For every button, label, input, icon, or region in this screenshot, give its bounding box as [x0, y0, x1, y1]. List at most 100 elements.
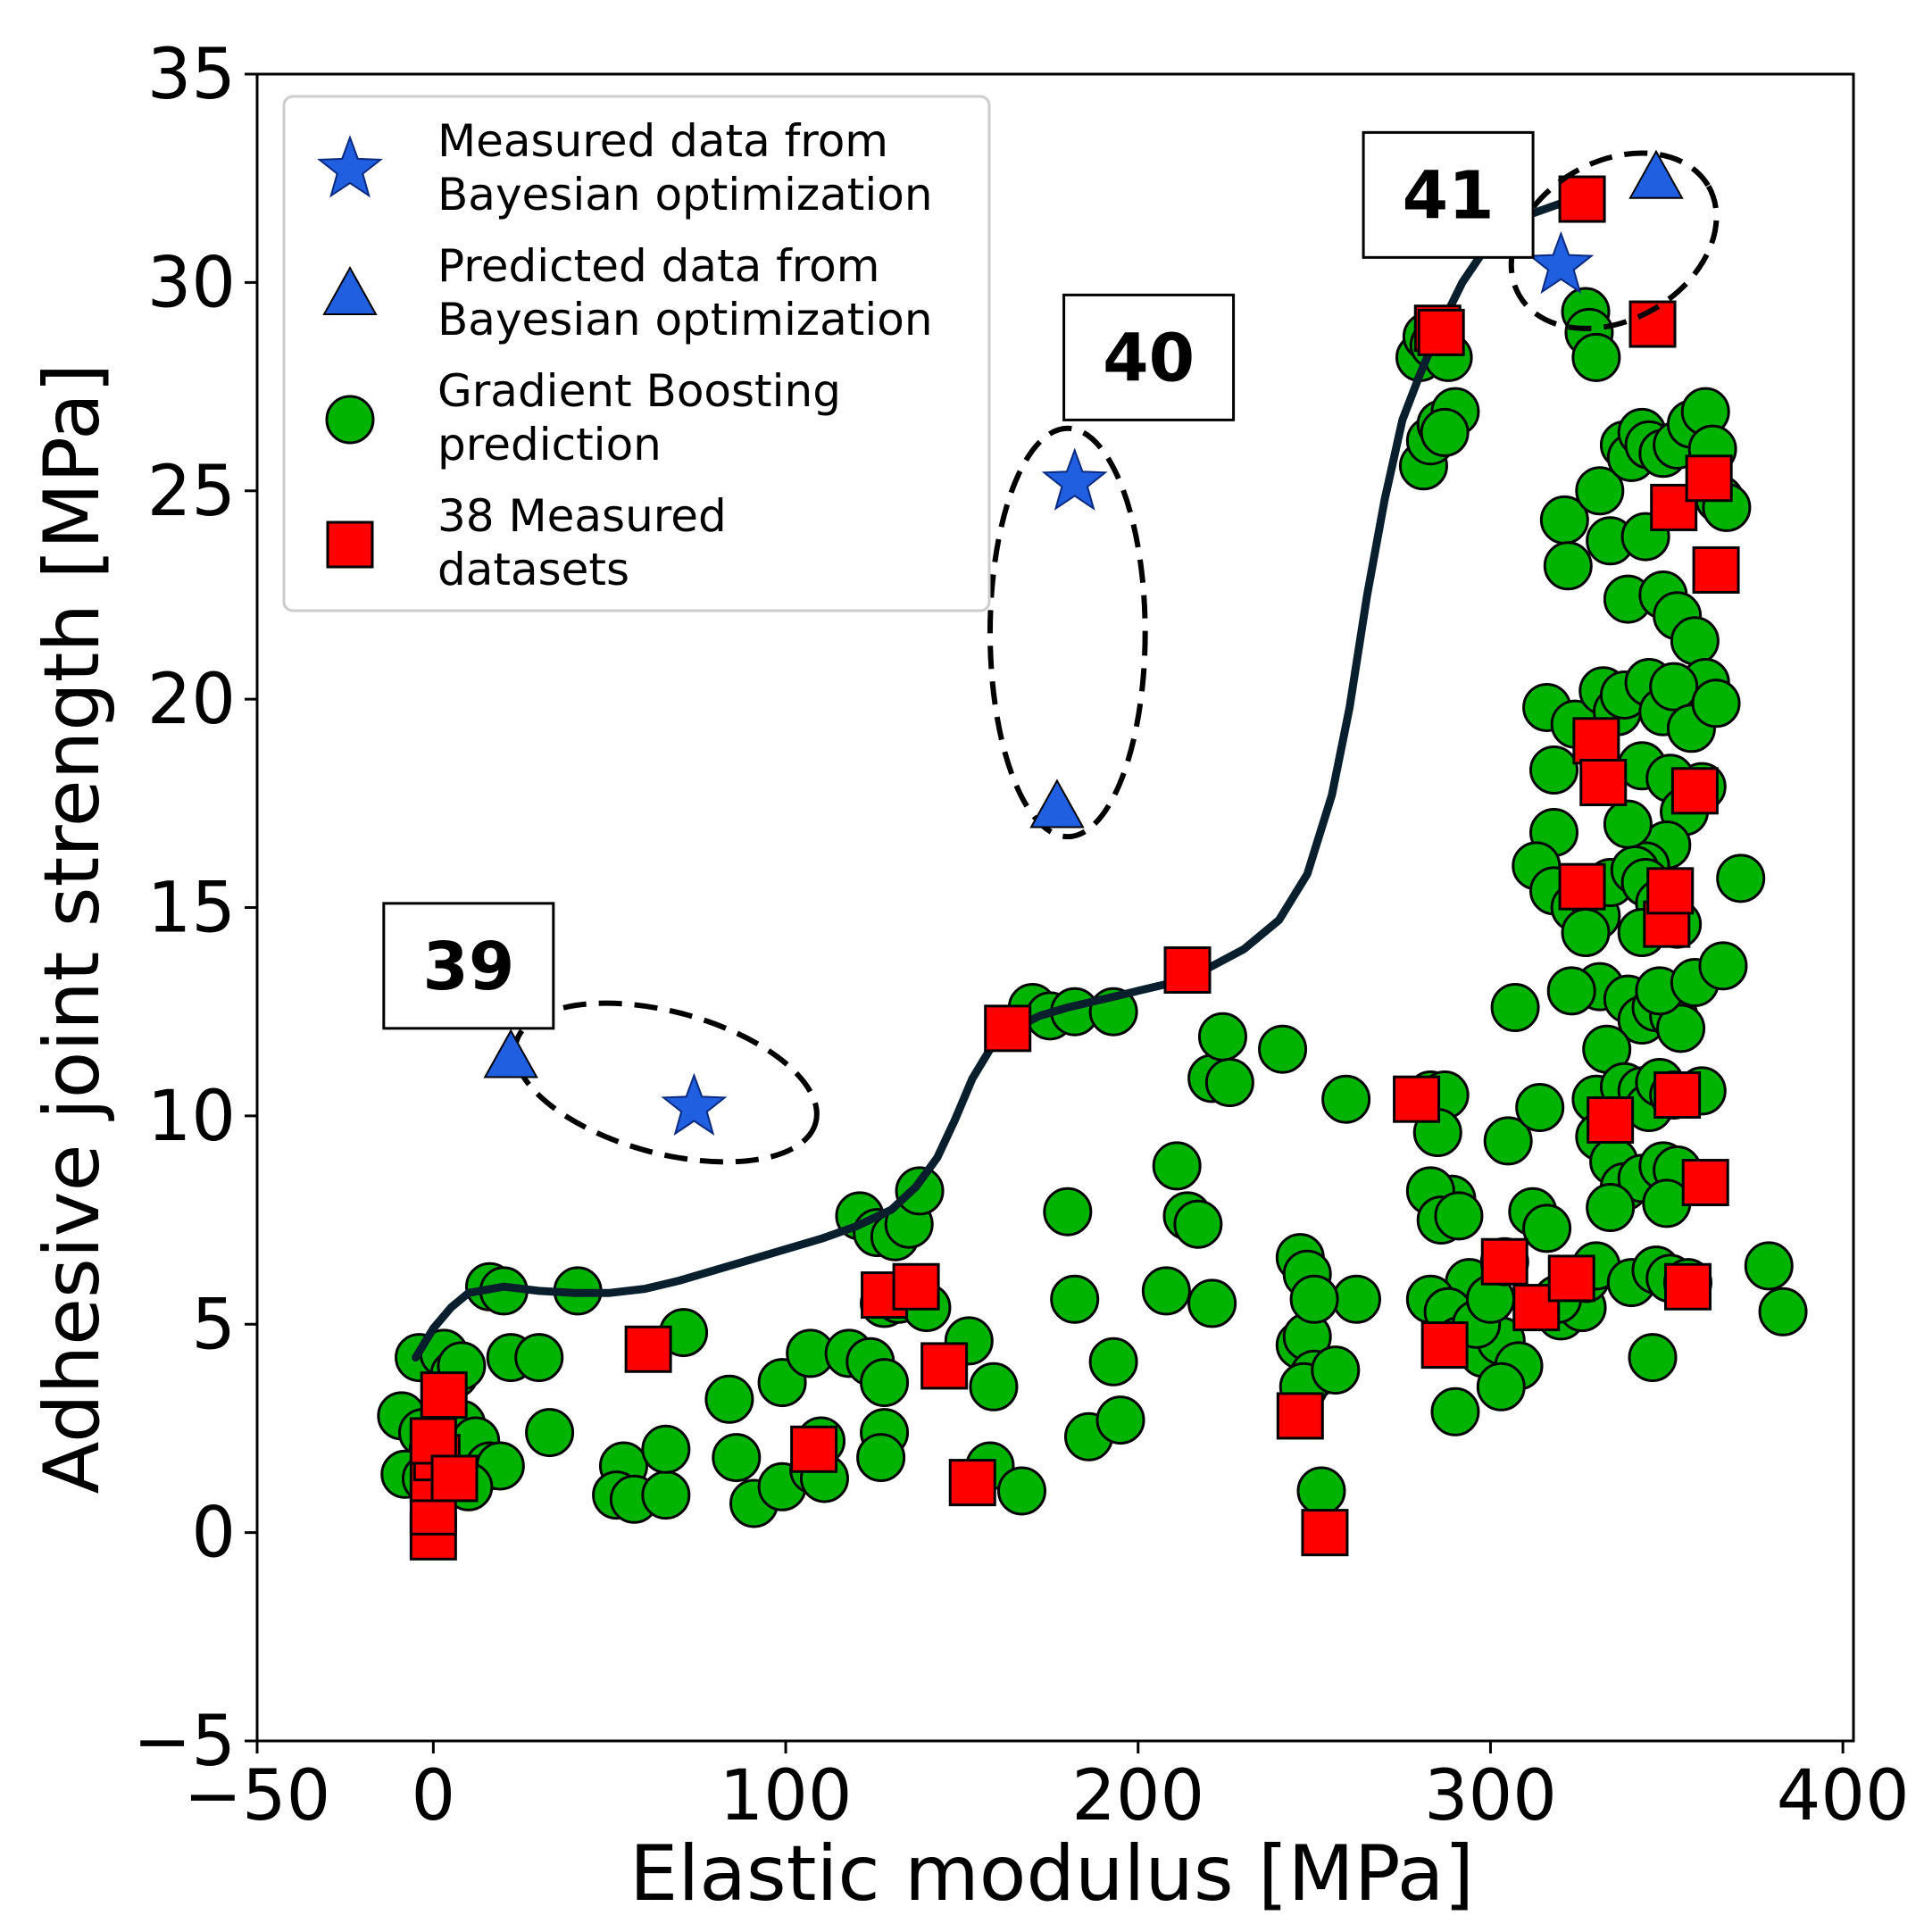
bo-measured-point — [1528, 230, 1595, 295]
iteration-annotation: 39 — [382, 902, 555, 1030]
measured-dataset-point — [1572, 717, 1620, 765]
gb-prediction-point — [860, 1358, 910, 1408]
gb-prediction-point — [525, 1408, 575, 1458]
bo-predicted-point — [483, 1028, 538, 1078]
measured-dataset-point — [984, 1004, 1032, 1053]
bo-predicted-point — [1029, 779, 1085, 829]
annotation-box — [1362, 130, 1535, 259]
measured-dataset-point — [1587, 1096, 1635, 1145]
measured-dataset-point — [1480, 1237, 1528, 1286]
measured-dataset-point — [948, 1459, 996, 1507]
gb-prediction-point — [1698, 941, 1748, 991]
measured-dataset-point — [920, 1342, 969, 1390]
x-tick-label: 300 — [1424, 1756, 1557, 1836]
gb-prediction-point — [1311, 1345, 1361, 1395]
gb-prediction-point — [1628, 1333, 1678, 1383]
measured-dataset-point — [1681, 1159, 1729, 1207]
y-tick-label: 10 — [147, 1077, 236, 1157]
y-tick-label: 30 — [147, 243, 236, 323]
measured-dataset-point — [1163, 946, 1212, 995]
gb-prediction-point — [1088, 1337, 1138, 1387]
bo-predicted-point — [1628, 149, 1684, 199]
gb-prediction-point — [1152, 1141, 1202, 1191]
measured-dataset-point — [892, 1262, 940, 1311]
gb-prediction-point — [641, 1424, 691, 1474]
legend-frame — [282, 95, 991, 612]
y-tick-label: 15 — [147, 869, 236, 949]
gb-prediction-point — [1586, 1183, 1636, 1233]
gb-prediction-point — [1561, 908, 1611, 958]
gb-prediction-point — [704, 1374, 754, 1424]
annotation-box — [1062, 293, 1236, 421]
gb-prediction-point — [1420, 407, 1470, 457]
measured-dataset-point — [420, 1371, 468, 1420]
gb-prediction-point — [641, 1470, 691, 1520]
gb-prediction-point — [1095, 1395, 1145, 1445]
gb-prediction-point — [712, 1433, 762, 1483]
annotation-label: 39 — [422, 929, 514, 1005]
gb-prediction-point — [997, 1466, 1047, 1516]
measured-dataset-point — [1579, 758, 1628, 806]
legend-label-line1: Measured data from — [437, 115, 888, 167]
legend-label-line2: Bayesian optimization — [437, 169, 933, 221]
legend-label-line1: Predicted data from — [437, 240, 879, 292]
annotation-label: 41 — [1403, 157, 1495, 234]
gb-prediction-point — [514, 1333, 564, 1383]
bo-measured-point — [661, 1072, 728, 1137]
y-tick-label: 0 — [191, 1494, 236, 1574]
legend-label-line2: datasets — [437, 544, 629, 595]
gb-prediction-point — [895, 1166, 945, 1216]
legend-marker — [325, 395, 375, 445]
gb-prediction-point — [1515, 1083, 1565, 1133]
measured-dataset-point — [1558, 175, 1606, 223]
gb-prediction-point — [1187, 1278, 1237, 1328]
gb-prediction-point — [1043, 1187, 1093, 1237]
measured-dataset-point — [1547, 1254, 1595, 1303]
y-axis-label: Adhesive joint strength [MPa] — [28, 363, 117, 1495]
measured-dataset-point — [1670, 767, 1719, 815]
gb-prediction-point — [1289, 1274, 1339, 1324]
x-tick-label: 200 — [1071, 1756, 1204, 1836]
x-tick-label: −50 — [184, 1756, 331, 1836]
x-tick-label: 0 — [412, 1756, 456, 1836]
measured-dataset-point — [1646, 867, 1695, 915]
measured-dataset-point — [1420, 1321, 1469, 1370]
legend-label-line1: 38 Measured — [437, 490, 727, 542]
measured-dataset-point — [1393, 1075, 1441, 1123]
x-tick-label: 100 — [720, 1756, 853, 1836]
gb-prediction-point — [1490, 983, 1540, 1033]
gb-prediction-point — [1141, 1266, 1191, 1316]
gb-prediction-point — [1744, 1241, 1794, 1291]
gb-prediction-point — [1197, 1012, 1247, 1062]
gb-prediction-point — [1434, 1191, 1484, 1241]
legend-label-line2: prediction — [437, 419, 662, 471]
gb-prediction-point — [1656, 1003, 1706, 1053]
y-tick-label: 35 — [147, 35, 236, 115]
measured-dataset-point — [1301, 1509, 1349, 1557]
gb-prediction-point — [1296, 1466, 1346, 1516]
gb-prediction-point — [1258, 1024, 1308, 1074]
measured-dataset-point — [1276, 1392, 1324, 1440]
legend-marker — [326, 520, 374, 569]
measured-dataset-point — [1692, 545, 1740, 594]
gb-prediction-point — [969, 1362, 1019, 1412]
bo-measured-point — [1041, 447, 1108, 511]
gb-prediction-point — [1603, 799, 1653, 849]
legend-label-line1: Gradient Boosting — [437, 365, 841, 417]
gb-prediction-point — [1543, 541, 1593, 591]
x-axis-label: Elastic modulus [MPa] — [629, 1829, 1474, 1919]
gb-prediction-point — [1430, 1387, 1480, 1437]
y-tick-label: −5 — [133, 1702, 236, 1782]
gb-prediction-point — [1546, 966, 1596, 1016]
annotation-label: 40 — [1103, 320, 1195, 396]
highlight-ellipse — [1508, 150, 1720, 331]
annotation-box — [382, 902, 555, 1030]
gb-prediction-point — [1571, 332, 1621, 382]
legend-label-line2: Bayesian optimization — [437, 294, 933, 346]
y-tick-label: 5 — [191, 1285, 236, 1365]
gb-prediction-point — [1529, 745, 1579, 795]
x-tick-label: 400 — [1777, 1756, 1910, 1836]
